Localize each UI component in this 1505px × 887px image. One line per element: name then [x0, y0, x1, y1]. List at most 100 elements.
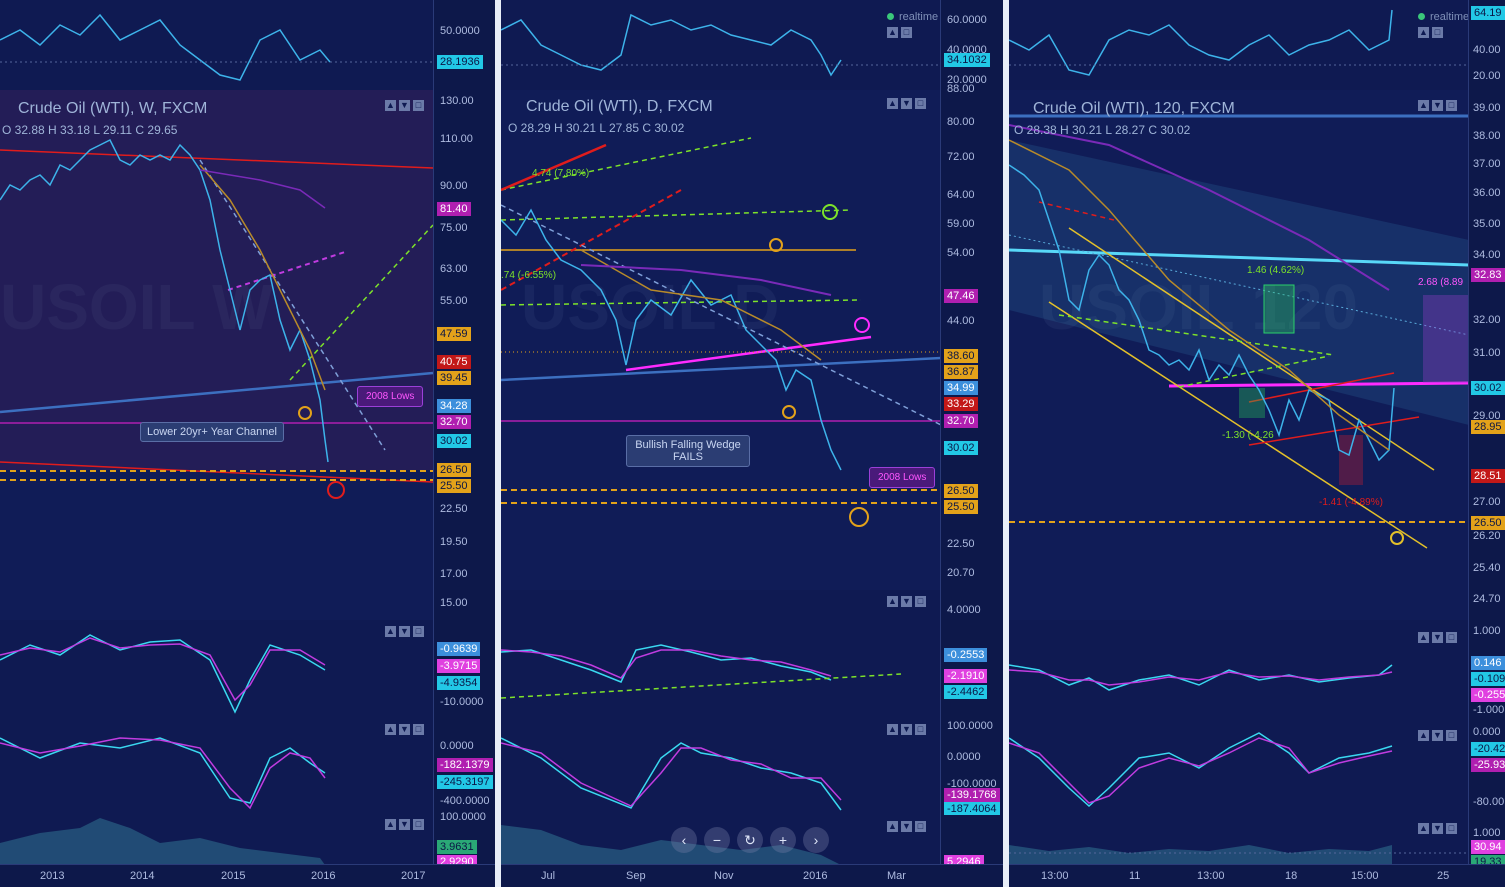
volume-axis: 1.000 30.94 19.33	[1468, 815, 1505, 869]
pane-controls[interactable]: ▲ ▼ □	[1418, 100, 1457, 111]
move-up-icon[interactable]: ▲	[385, 819, 396, 830]
oscillator-pane[interactable]: ▲ ▼ □ 0.0000 -182.1379 -245.3197 -400.0000	[0, 718, 497, 814]
maximize-icon[interactable]: □	[413, 724, 424, 735]
pane-controls[interactable]: ▲ ▼ □	[1418, 632, 1457, 643]
chart-title: Crude Oil (WTI), 120, FXCM	[1033, 100, 1235, 117]
maximize-icon[interactable]: □	[413, 626, 424, 637]
move-up-icon[interactable]: ▲	[887, 27, 898, 38]
reset-button[interactable]: ↻	[737, 827, 763, 853]
pane-controls[interactable]: ▲ ▼ □	[887, 724, 926, 735]
price-pane[interactable]: USOIL W Crude Oil (WTI), W, FXCM O 32.88…	[0, 90, 497, 621]
move-up-icon[interactable]: ▲	[1418, 823, 1429, 834]
price-pane[interactable]: USOIL 120 Crude Oil (WTI), 120, FXCM	[1009, 90, 1505, 621]
pane-controls[interactable]: ▲ ▼ □	[1418, 730, 1457, 741]
time-axis[interactable]: Jul Sep Nov 2016 Mar	[501, 864, 1004, 887]
move-down-icon[interactable]: ▼	[1432, 100, 1443, 111]
maximize-icon[interactable]: □	[413, 100, 424, 111]
price-tag: 32.70	[437, 415, 471, 429]
zoom-out-button[interactable]: −	[704, 827, 730, 853]
move-up-icon[interactable]: ▲	[1418, 632, 1429, 643]
maximize-icon[interactable]: □	[901, 27, 912, 38]
realtime-indicator: realtime	[1418, 11, 1469, 23]
time-label: 18	[1285, 870, 1298, 882]
oscillator-pane[interactable]: ▲ ▼ □ 0.000 -20.42 -25.93 -80.00	[1009, 718, 1505, 816]
time-axis[interactable]: 13:00 11 13:00 18 15:00 25	[1009, 864, 1505, 887]
price-pane[interactable]: USOIL D Crude Oil (WTI), D, FXCM O	[501, 83, 1004, 591]
move-down-icon[interactable]: ▼	[1432, 632, 1443, 643]
price-tag: 47.59	[437, 327, 471, 341]
macd-axis: 4.0000 -0.2553 -2.1910 -2.4462	[940, 590, 1004, 718]
maximize-icon[interactable]: □	[1432, 27, 1443, 38]
rsi-pane[interactable]: realtime ▲ □ 60.0000 40.0000 34.1032 20.0…	[501, 0, 1004, 91]
rsi-pane[interactable]: 50.0000 28.1936	[0, 0, 497, 91]
time-axis[interactable]: 2013 2014 2015 2016 2017	[0, 864, 497, 887]
price-tag: 30.02	[1471, 381, 1505, 395]
move-down-icon[interactable]: ▼	[399, 819, 410, 830]
maximize-icon[interactable]: □	[1446, 100, 1457, 111]
maximize-icon[interactable]: □	[915, 596, 926, 607]
move-up-icon[interactable]: ▲	[1418, 100, 1429, 111]
move-down-icon[interactable]: ▼	[901, 821, 912, 832]
pane-controls[interactable]: ▲ □	[1418, 27, 1443, 38]
rsi-tick: 40.00	[1473, 44, 1501, 56]
panel-divider[interactable]	[1003, 0, 1009, 887]
panel-divider[interactable]	[495, 0, 501, 887]
oscillator-lines	[0, 737, 326, 810]
macd-pane[interactable]: ▲ ▼ □ -0.9639 -3.9715 -4.9354 -10.0000	[0, 620, 497, 719]
move-up-icon[interactable]: ▲	[1418, 730, 1429, 741]
pane-controls[interactable]: ▲ ▼ □	[887, 98, 926, 109]
maximize-icon[interactable]: □	[915, 821, 926, 832]
pane-controls[interactable]: ▲ ▼ □	[385, 819, 424, 830]
oscillator-pane[interactable]: ▲ ▼ □ 100.0000 0.0000 -100.0000 -139.1768 …	[501, 718, 1004, 816]
pane-controls[interactable]: ▲ □	[887, 27, 912, 38]
rsi-pane[interactable]: realtime ▲ □ 64.19 40.00 20.00	[1009, 0, 1505, 91]
weekly-chart-panel[interactable]: 50.0000 28.1936 USOIL W Crude Oil (WTI),…	[0, 0, 497, 887]
macd-pane[interactable]: ▲ ▼ □ 1.000 0.146 -0.109 -0.255 -1.000	[1009, 620, 1505, 719]
move-down-icon[interactable]: ▼	[399, 724, 410, 735]
move-down-icon[interactable]: ▼	[901, 98, 912, 109]
pane-controls[interactable]: ▲ ▼ □	[385, 724, 424, 735]
macd-pane[interactable]: ▲ ▼ □ 4.0000 -0.2553 -2.1910 -2.4462	[501, 590, 1004, 719]
move-down-icon[interactable]: ▼	[399, 100, 410, 111]
volume-pane[interactable]: ▲ ▼ □ 1.000 30.94 19.33	[1009, 815, 1505, 869]
move-up-icon[interactable]: ▲	[887, 98, 898, 109]
maximize-icon[interactable]: □	[1446, 823, 1457, 834]
maximize-icon[interactable]: □	[413, 819, 424, 830]
macd-tag: -0.109	[1471, 672, 1505, 686]
maximize-icon[interactable]: □	[1446, 632, 1457, 643]
nav-next-button[interactable]: ›	[803, 827, 829, 853]
move-down-icon[interactable]: ▼	[399, 626, 410, 637]
macd-tag: -2.1910	[944, 669, 988, 683]
move-down-icon[interactable]: ▼	[901, 724, 912, 735]
maximize-icon[interactable]: □	[1446, 730, 1457, 741]
pane-controls[interactable]: ▲ ▼ □	[887, 596, 926, 607]
move-down-icon[interactable]: ▼	[1432, 730, 1443, 741]
move-up-icon[interactable]: ▲	[887, 821, 898, 832]
ohlc-values: O 32.88 H 33.18 L 29.11 C 29.65	[2, 123, 178, 137]
move-up-icon[interactable]: ▲	[385, 724, 396, 735]
pane-controls[interactable]: ▲ ▼ □	[1418, 823, 1457, 834]
move-up-icon[interactable]: ▲	[887, 596, 898, 607]
price-tag: 26.50	[437, 463, 471, 477]
volume-pane[interactable]: ‹ − ↻ + › ▲ ▼ □ 5.2946	[501, 815, 1004, 869]
price-chart	[1009, 114, 1469, 549]
move-up-icon[interactable]: ▲	[1418, 27, 1429, 38]
h120-chart-panel[interactable]: realtime ▲□ 64.19 40.00 20.00 USOIL 120	[1009, 0, 1505, 887]
maximize-icon[interactable]: □	[915, 724, 926, 735]
macd-tick: 4.0000	[947, 604, 981, 616]
move-up-icon[interactable]: ▲	[385, 626, 396, 637]
pane-controls[interactable]: ▲ ▼ □	[385, 100, 424, 111]
move-up-icon[interactable]: ▲	[385, 100, 396, 111]
move-up-icon[interactable]: ▲	[887, 724, 898, 735]
pane-controls[interactable]: ▲ ▼ □	[887, 821, 926, 832]
daily-chart-panel[interactable]: realtime ▲ □ 60.0000 40.0000 34.1032 20.0…	[501, 0, 1004, 887]
zoom-in-button[interactable]: +	[770, 827, 796, 853]
move-down-icon[interactable]: ▼	[1432, 823, 1443, 834]
maximize-icon[interactable]: □	[915, 98, 926, 109]
nav-prev-button[interactable]: ‹	[671, 827, 697, 853]
pane-controls[interactable]: ▲ ▼ □	[385, 626, 424, 637]
rsi-tick: 50.0000	[440, 25, 480, 37]
volume-pane[interactable]: ▲ ▼ □ 100.0000 3.9631 2.9290	[0, 811, 497, 869]
macd-lines	[0, 634, 326, 714]
move-down-icon[interactable]: ▼	[901, 596, 912, 607]
